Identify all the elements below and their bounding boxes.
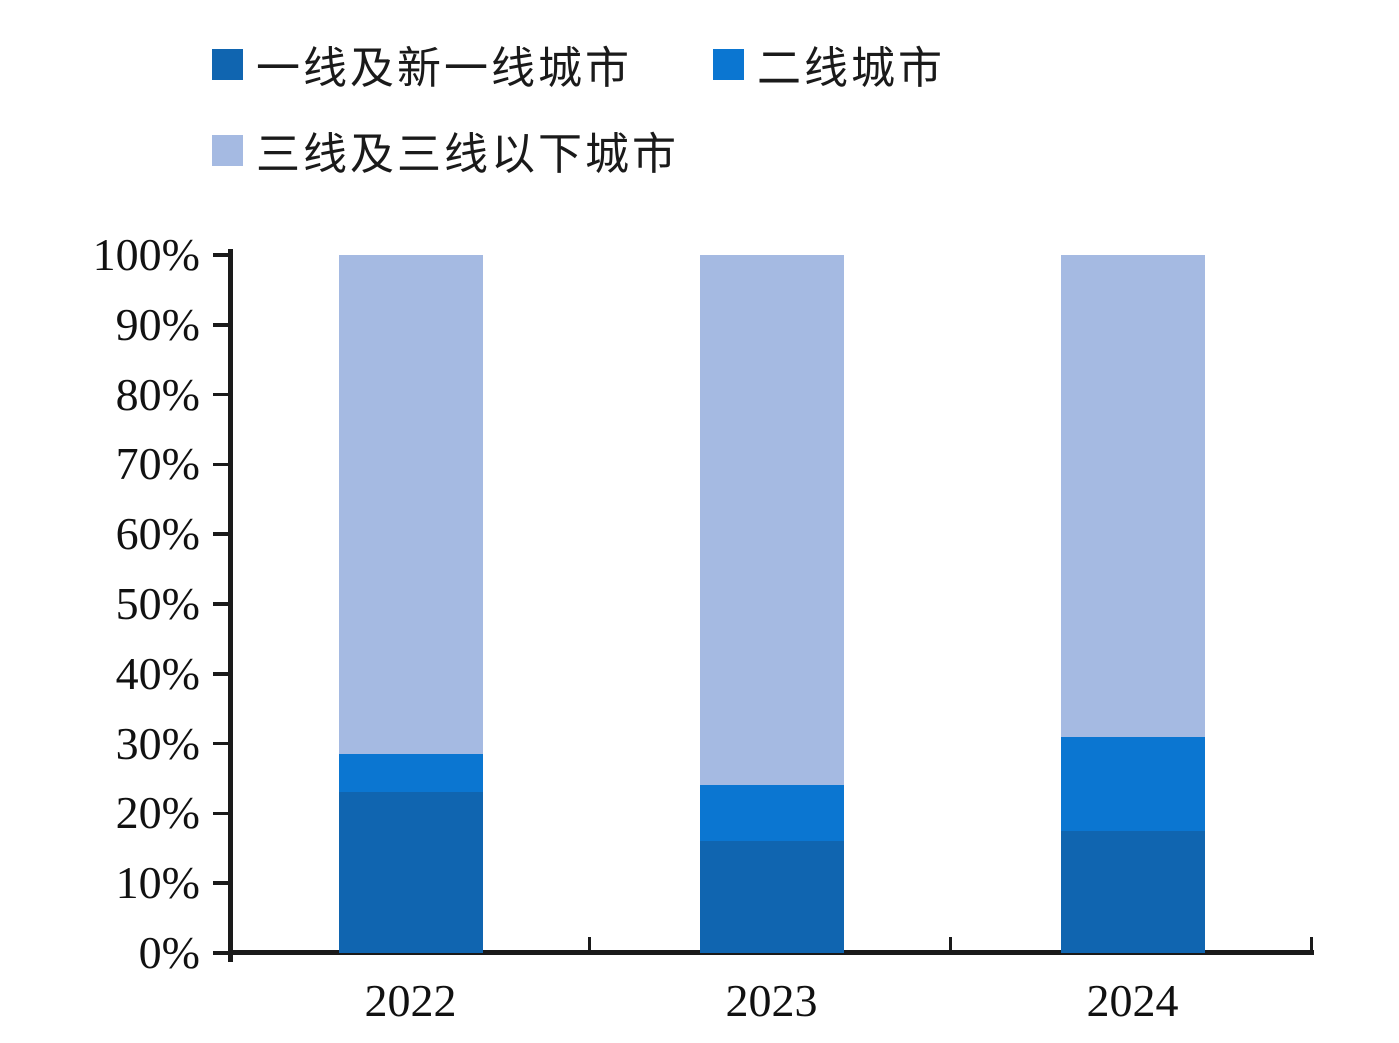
y-axis-tick-label: 50% — [115, 578, 200, 629]
y-axis-tick-label: 30% — [115, 717, 200, 769]
y-axis-tick — [213, 602, 230, 606]
y-axis-tick-label: 70% — [115, 438, 200, 490]
y-axis-tick-label: 90% — [115, 298, 200, 350]
y-axis-tick — [213, 741, 230, 746]
x-axis-category-label: 2022 — [364, 975, 457, 1026]
y-axis-tick — [213, 951, 230, 955]
bar-segment-2024-series0 — [1060, 830, 1205, 953]
y-axis-tick-label: 80% — [115, 368, 200, 420]
bar-segment-2022-series2 — [338, 255, 483, 755]
y-axis-tick-label: 60% — [115, 508, 200, 560]
legend-swatch-tier2-icon — [713, 48, 744, 80]
legend-label-tier3: 三线及三线以下城市 — [256, 129, 679, 180]
y-axis-tick-label: 20% — [115, 787, 200, 839]
y-axis-tick — [213, 392, 230, 397]
y-axis-tick — [213, 672, 230, 676]
legend-swatch-tier3-icon — [212, 134, 243, 166]
bar-segment-2023-series1 — [699, 785, 844, 842]
y-axis-line — [228, 249, 233, 962]
legend-item: 三线及三线以下城市 — [212, 122, 679, 180]
legend-swatch-tier1-icon — [212, 48, 243, 80]
x-axis-tick — [948, 937, 952, 951]
y-axis-tick-label: 0% — [138, 927, 200, 978]
legend-item: 一线及新一线城市 — [212, 36, 632, 94]
bar-segment-2023-series2 — [699, 255, 844, 786]
x-axis-category-label: 2023 — [725, 975, 818, 1026]
y-axis-tick-label: 10% — [115, 857, 200, 909]
legend-label-tier2: 二线城市 — [757, 43, 945, 94]
x-axis-category-label: 2024 — [1086, 975, 1179, 1026]
bar-segment-2022-series0 — [338, 792, 483, 953]
x-axis-tick — [1309, 937, 1313, 951]
y-axis-tick — [213, 323, 230, 327]
x-axis-tick — [587, 937, 591, 951]
bar-segment-2023-series0 — [699, 841, 844, 953]
legend-item: 二线城市 — [713, 36, 945, 94]
y-axis-tick-label: 100% — [92, 229, 200, 280]
y-axis-tick — [213, 532, 230, 536]
y-axis-tick-label: 40% — [115, 647, 200, 699]
legend-label-tier1: 一线及新一线城市 — [256, 43, 632, 94]
y-axis-tick — [213, 253, 230, 257]
y-axis-tick — [213, 462, 230, 467]
y-axis-tick — [213, 811, 230, 816]
bar-segment-2024-series2 — [1060, 255, 1205, 737]
bar-segment-2024-series1 — [1060, 736, 1205, 831]
y-axis-tick — [213, 881, 230, 885]
bar-segment-2022-series1 — [338, 754, 483, 793]
